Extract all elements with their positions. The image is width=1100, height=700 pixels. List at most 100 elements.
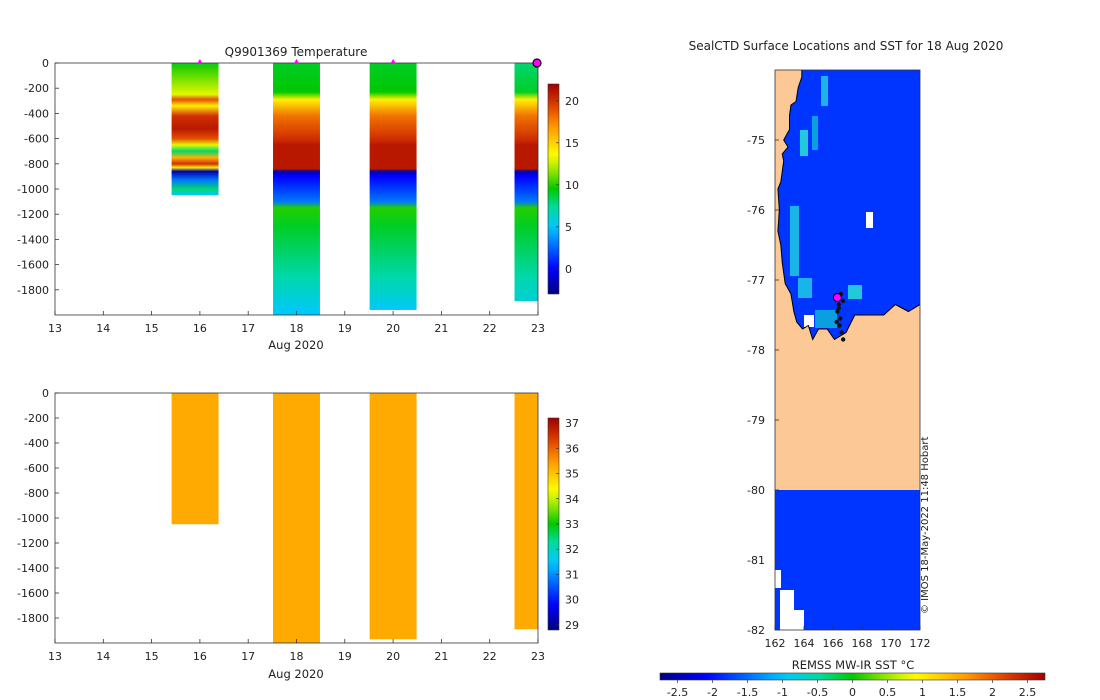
x-tick-label: 22	[483, 650, 497, 663]
southern-sst-area	[775, 490, 920, 630]
salinity-colorbar: 29 30 31 32 33 34 35 36 37	[547, 417, 579, 632]
temperature-colorbar-ticks: 0 5 10 15 20	[556, 95, 579, 276]
x-tick-label: 15	[145, 650, 159, 663]
map-x-tick-label: 172	[910, 637, 931, 650]
profile-marker	[196, 59, 203, 64]
colorbar-tick-label: 31	[565, 568, 579, 581]
x-tick-label: 19	[338, 322, 352, 335]
temperature-title: Q9901369 Temperature	[225, 45, 368, 59]
colorbar-tick-label: 33	[565, 518, 579, 531]
seal-track-point	[840, 298, 846, 304]
y-tick-label: -800	[24, 487, 49, 500]
colorbar-tick-label: 0	[565, 263, 572, 276]
temperature-panel: Q9901369 Temperature 13 14 15 16 17 18 19 20 21 2…	[17, 45, 579, 352]
sst-colorbar-ramp	[659, 672, 1046, 681]
seal-track-point	[838, 316, 843, 321]
x-tick-label: 14	[96, 650, 110, 663]
y-tick-label: -1600	[17, 587, 49, 600]
colorbar-tick-label: 32	[565, 543, 579, 556]
salinity-profiles	[171, 393, 538, 643]
x-tick-label: 23	[531, 650, 545, 663]
colorbar-tick-label: 15	[565, 137, 579, 150]
colorbar-tick-label: 20	[565, 95, 579, 108]
colorbar-tick-label: 30	[565, 594, 579, 607]
y-tick-label: 0	[42, 387, 49, 400]
seal-track-point	[837, 323, 842, 328]
y-tick-label: -1200	[17, 208, 49, 221]
map-y-tick-label: -81	[747, 554, 765, 567]
profile-column	[514, 63, 538, 302]
y-tick-label: -200	[24, 412, 49, 425]
sst-colorbar: REMSS MW-IR SST °C -2.5 -2 -1.5 -1 -0.5 0 0.5 1…	[659, 658, 1046, 699]
x-tick-label: 16	[193, 650, 207, 663]
y-tick-label: -400	[24, 107, 49, 120]
x-tick-label: 23	[531, 322, 545, 335]
sst-colorbar-label: REMSS MW-IR SST °C	[792, 658, 915, 672]
x-tick-label: 16	[193, 322, 207, 335]
colorbar-tick-label: 5	[565, 221, 572, 234]
x-tick-label: 21	[434, 322, 448, 335]
x-tick-label: 17	[241, 650, 255, 663]
latest-profile-marker	[532, 58, 542, 68]
x-tick-label: 17	[241, 322, 255, 335]
profile-column	[171, 393, 219, 525]
sst-colorbar-tick-label: -1	[777, 686, 788, 699]
colorbar-tick-label: 37	[565, 417, 579, 430]
ocean-sst-area	[777, 70, 920, 340]
map-x-tick-label: 164	[794, 637, 815, 650]
sst-colorbar-tick-label: 0	[849, 686, 856, 699]
x-tick-label: 14	[96, 322, 110, 335]
y-tick-label: 0	[42, 57, 49, 70]
seal-track-point	[836, 302, 841, 307]
sst-colorbar-tick-label: -0.5	[807, 686, 828, 699]
x-tick-label: 22	[483, 322, 497, 335]
map-y-tick-label: -77	[747, 274, 765, 287]
seal-track-point	[839, 330, 844, 335]
salinity-y-ticks: 0 -200 -400 -600 -800 -1000 -1200 -1400 -1600 -18…	[17, 387, 59, 625]
coastal-pixel-strip	[800, 130, 808, 156]
coastline	[777, 70, 920, 341]
profile-column	[514, 393, 538, 630]
sst-colorbar-tick-label: 1.5	[949, 686, 967, 699]
temperature-profiles	[171, 63, 538, 315]
seal-position-marker	[832, 293, 842, 302]
y-tick-label: -1000	[17, 512, 49, 525]
colorbar-tick-label: 36	[565, 442, 579, 455]
colorbar-tick-label: 35	[565, 468, 579, 481]
map-y-tick-label: -75	[747, 134, 765, 147]
map-title: SealCTD Surface Locations and SST for 18…	[689, 39, 1004, 53]
coastal-pixel-strip	[790, 206, 799, 276]
map-panel: SealCTD Surface Locations and SST for 18…	[659, 39, 1046, 699]
profile-column	[369, 393, 417, 640]
y-tick-label: -200	[24, 82, 49, 95]
colorbar-tick-label: 34	[565, 493, 579, 506]
map-x-tick-label: 166	[823, 637, 844, 650]
sst-colorbar-tick-label: -1.5	[737, 686, 758, 699]
sst-colorbar-tick-label: 2	[989, 686, 996, 699]
salinity-panel: 13 14 15 16 17 18 19 20 21 22 23 0 -200 -400 -600 -800…	[17, 387, 579, 681]
y-tick-label: -1800	[17, 284, 49, 297]
missing-data-pixel	[775, 570, 781, 588]
salinity-x-ticks: 13 14 15 16 17 18 19 20 21 22 23	[48, 639, 545, 663]
seal-track-point	[835, 309, 840, 314]
y-tick-label: -400	[24, 437, 49, 450]
profile-column	[171, 63, 219, 196]
y-tick-label: -1400	[17, 233, 49, 246]
coastal-pixel-strip	[821, 76, 828, 106]
seal-track-point	[840, 337, 846, 342]
map-x-tick-label: 168	[852, 637, 873, 650]
seal-track-point	[836, 305, 841, 311]
y-tick-label: -1000	[17, 183, 49, 196]
sst-colorbar-tick-label: -2.5	[667, 686, 688, 699]
sst-colorbar-tick-label: 0.5	[879, 686, 897, 699]
temperature-profile-markers	[196, 58, 542, 68]
map-y-tick-label: -80	[747, 484, 765, 497]
map-y-tick-label: -78	[747, 344, 765, 357]
x-tick-label: 13	[48, 650, 62, 663]
coastal-pixel-strip	[815, 310, 837, 328]
y-tick-label: -800	[24, 158, 49, 171]
y-tick-label: -600	[24, 462, 49, 475]
salinity-colorbar-ticks: 29 30 31 32 33 34 35 36 37	[556, 417, 579, 632]
profile-column	[273, 393, 320, 643]
